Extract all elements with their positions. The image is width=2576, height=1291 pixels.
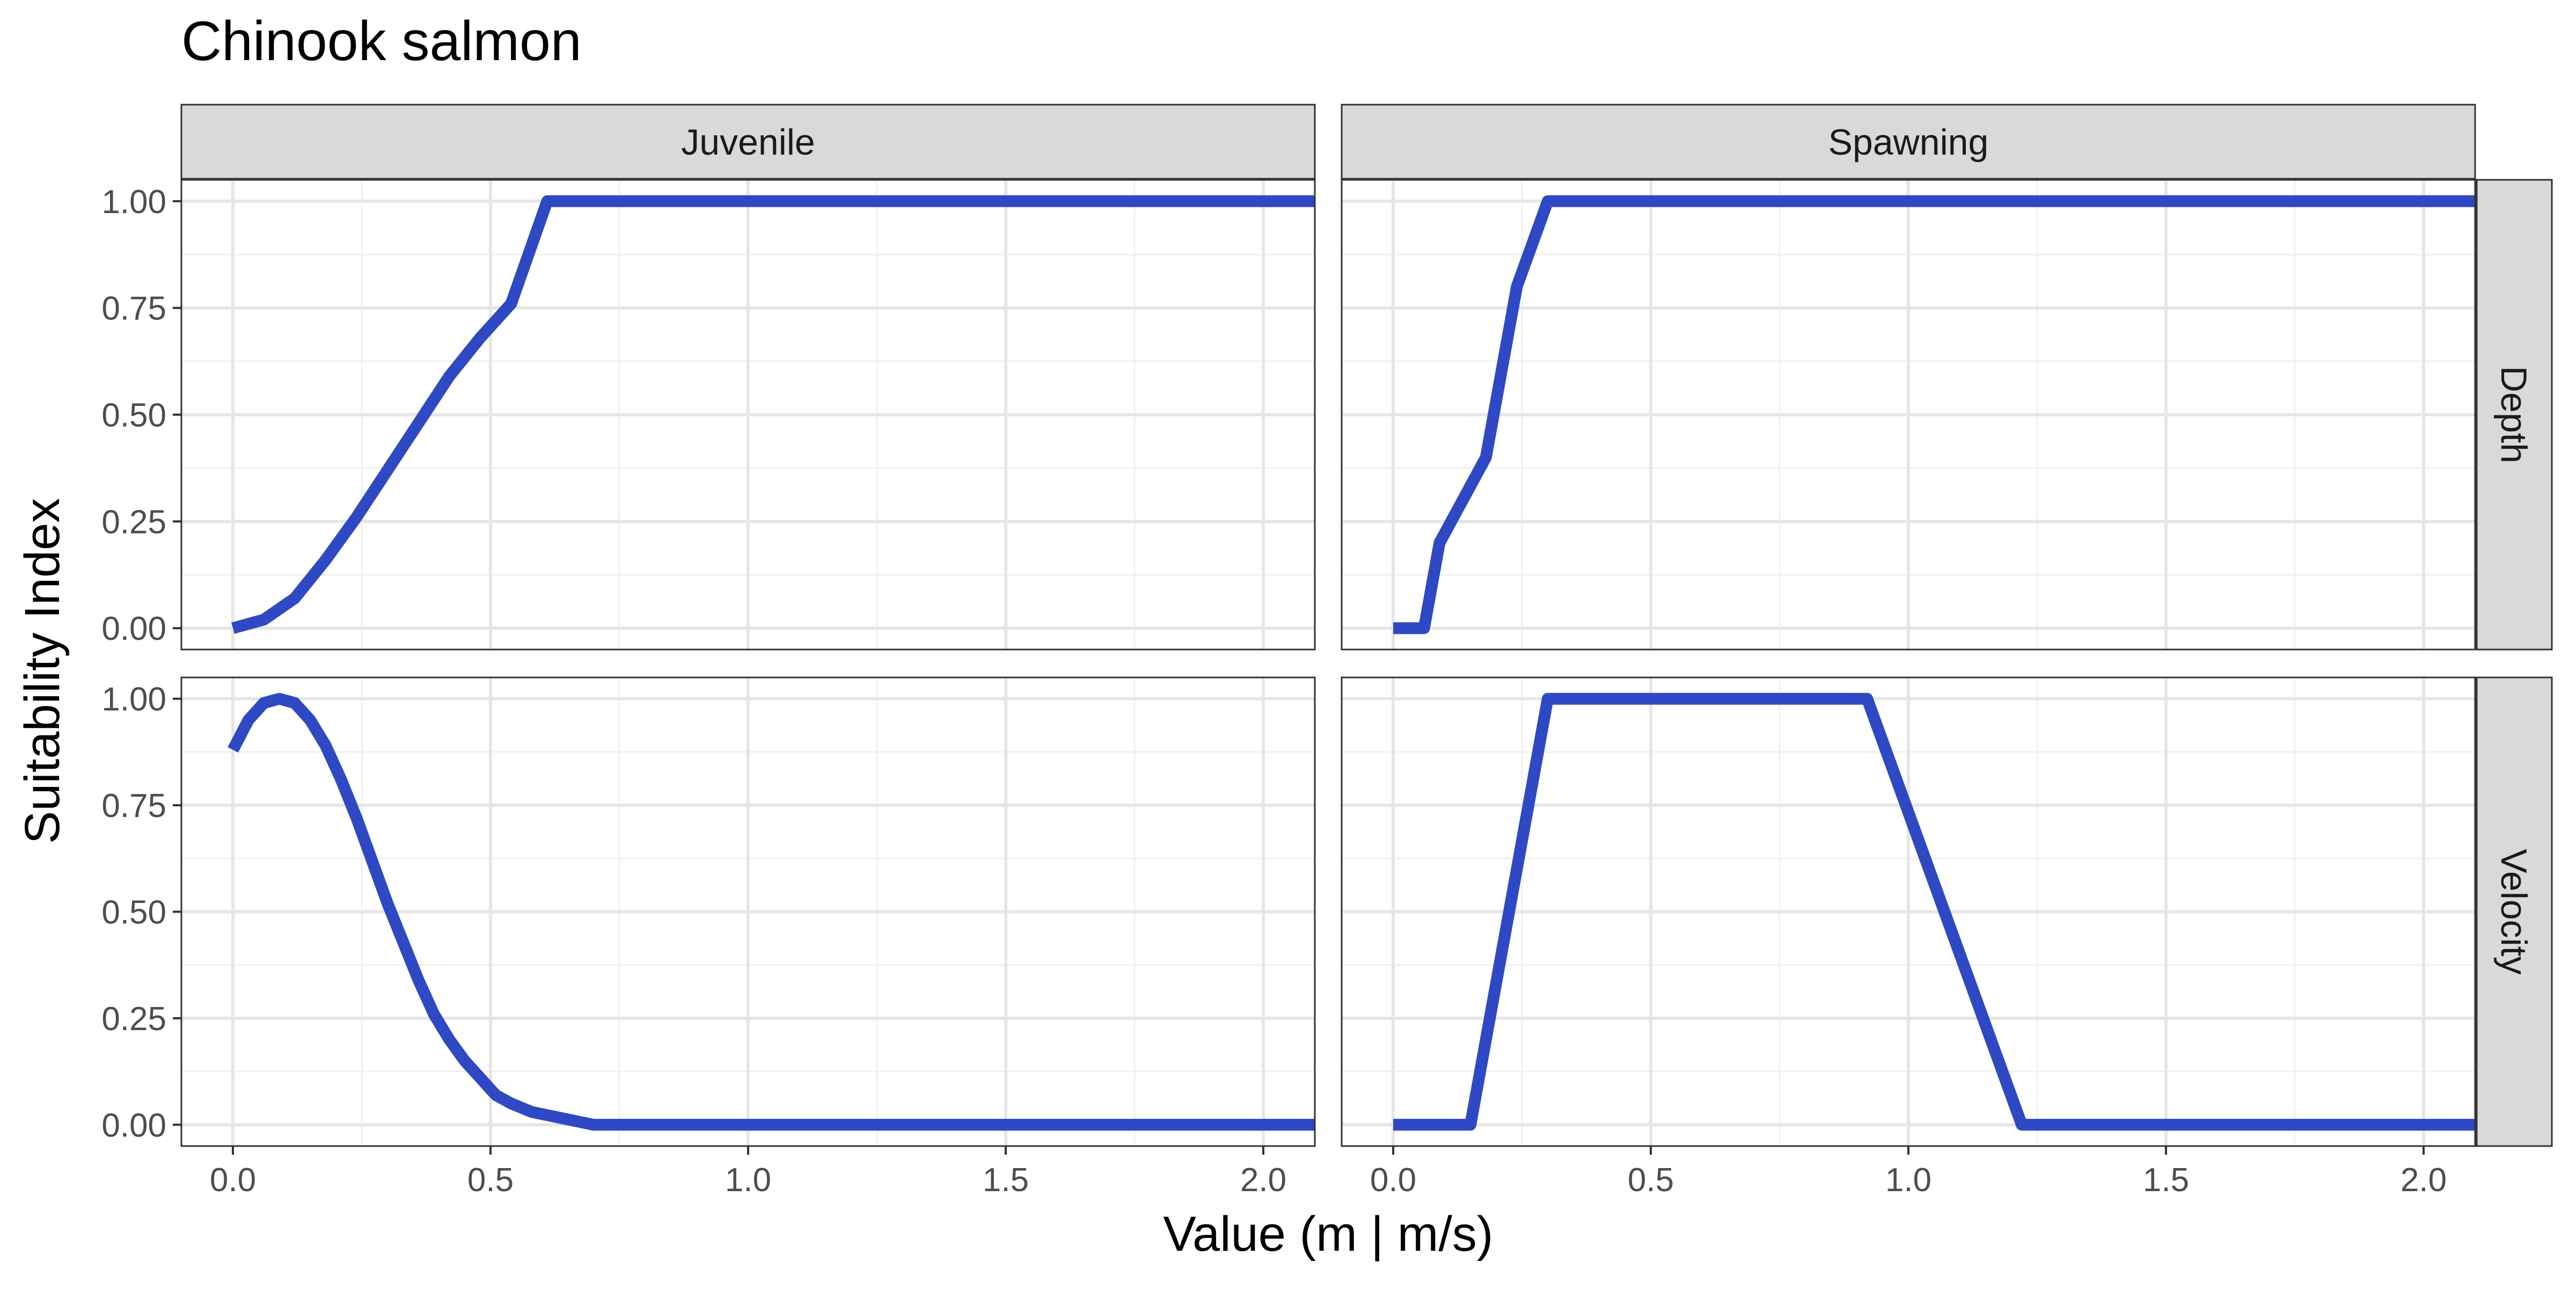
x-axis-label: Value (m | m/s) bbox=[1163, 1207, 1493, 1261]
x-tick-label: 0.5 bbox=[467, 1162, 514, 1199]
facet-strip-velocity bbox=[2476, 676, 2553, 1147]
series-line-juvenile-velocity bbox=[228, 692, 1315, 1131]
panel-border-spawning-depth bbox=[1341, 179, 2476, 651]
chart-title: Chinook salmon bbox=[181, 10, 582, 72]
panel-juvenile-velocity: 0.00 0.25 0.50 0.75 1.00 0.0 0.5 1.0 1.5 2.0 bbox=[101, 676, 1316, 1199]
y-tick-label: 0.50 bbox=[101, 397, 166, 434]
facet-strip-label-velocity: Velocity bbox=[2493, 849, 2534, 974]
panels-layer: Juvenile Spawning Depth Velocity 0.00 0.25 0.5… bbox=[101, 104, 2553, 1199]
panel-spawning-velocity: 0.0 0.5 1.0 1.5 2.0 bbox=[1341, 676, 2476, 1199]
x-tick-label: 0.5 bbox=[1628, 1162, 1674, 1199]
y-tick-label: 0.75 bbox=[101, 787, 166, 825]
facet-strip-spawning bbox=[1341, 104, 2476, 180]
y-tick-label: 1.00 bbox=[101, 184, 166, 221]
facet-strip-juvenile bbox=[180, 104, 1316, 180]
series-line-spawning-velocity bbox=[1393, 692, 2475, 1131]
facet-strip-label-spawning: Spawning bbox=[1828, 122, 1989, 163]
panel-spawning-depth bbox=[1341, 179, 2476, 651]
y-axis-label: Suitability Index bbox=[15, 498, 70, 844]
x-tick-label: 0.0 bbox=[1370, 1162, 1416, 1199]
x-tick-label: 1.0 bbox=[1885, 1162, 1931, 1199]
panel-juvenile-depth: 0.00 0.25 0.50 0.75 1.00 bbox=[101, 179, 1316, 651]
facet-strip-label-depth: Depth bbox=[2493, 366, 2534, 463]
y-tick-label: 0.25 bbox=[101, 504, 166, 541]
y-tick-label: 0.50 bbox=[101, 894, 166, 931]
x-tick-label: 1.5 bbox=[983, 1162, 1029, 1199]
facet-strip-depth bbox=[2476, 179, 2553, 651]
y-tick-label: 0.00 bbox=[101, 610, 166, 647]
facet-strip-label-juvenile: Juvenile bbox=[681, 122, 815, 163]
y-tick-label: 0.75 bbox=[101, 290, 166, 327]
x-tick-label: 1.0 bbox=[725, 1162, 771, 1199]
y-tick-label: 0.00 bbox=[101, 1107, 166, 1144]
y-tick-label: 1.00 bbox=[101, 681, 166, 718]
x-tick-label: 0.0 bbox=[210, 1162, 256, 1199]
series-line-juvenile-depth bbox=[231, 195, 1315, 634]
x-tick-label: 2.0 bbox=[2401, 1162, 2447, 1199]
x-tick-label: 2.0 bbox=[1240, 1162, 1286, 1199]
x-tick-label: 1.5 bbox=[2143, 1162, 2189, 1199]
series-line-spawning-depth bbox=[1393, 195, 2475, 634]
y-tick-label: 0.25 bbox=[101, 1001, 166, 1038]
